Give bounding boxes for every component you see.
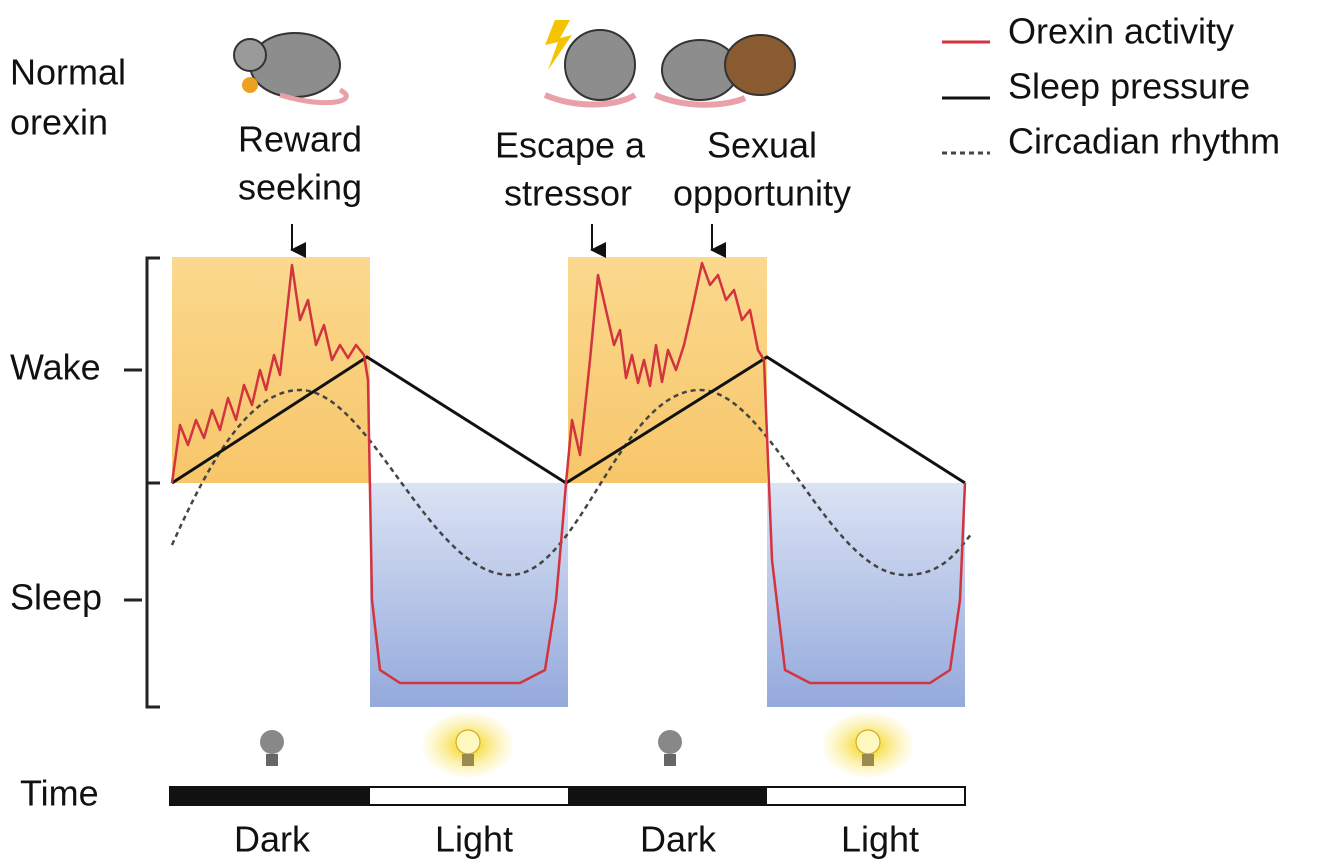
bulb-off bbox=[260, 730, 284, 766]
annotation: stressor bbox=[504, 173, 632, 214]
annotation: Sexual bbox=[707, 125, 817, 166]
bulb-off bbox=[658, 730, 682, 766]
annotation: seeking bbox=[238, 167, 362, 208]
panel-label: orexin bbox=[10, 102, 108, 143]
mouse-icon bbox=[655, 35, 795, 105]
panel-label: Normal bbox=[10, 52, 126, 93]
dark-segment bbox=[170, 787, 370, 805]
phase-label: Light bbox=[841, 819, 919, 860]
figure: Normal orexin Reward seeking Escape a st… bbox=[0, 0, 1337, 865]
time-label: Time bbox=[20, 773, 99, 814]
annotation: opportunity bbox=[673, 173, 851, 214]
dark-segment bbox=[568, 787, 767, 805]
state-label: Sleep bbox=[10, 577, 102, 618]
state-bracket bbox=[147, 258, 160, 707]
wake-region bbox=[568, 257, 767, 483]
annotation: Escape a bbox=[495, 125, 646, 166]
phase-label: Dark bbox=[640, 819, 717, 860]
mouse-icon bbox=[545, 20, 635, 104]
phase-label: Light bbox=[435, 819, 513, 860]
legend-label: Sleep pressure bbox=[1008, 66, 1250, 107]
phase-label: Dark bbox=[234, 819, 311, 860]
state-label: Wake bbox=[10, 347, 101, 388]
annotation: Reward bbox=[238, 119, 362, 160]
sleep-region bbox=[767, 483, 965, 707]
legend-label: Circadian rhythm bbox=[1008, 121, 1280, 162]
mouse-icon bbox=[234, 33, 346, 103]
legend-label: Orexin activity bbox=[1008, 11, 1234, 52]
